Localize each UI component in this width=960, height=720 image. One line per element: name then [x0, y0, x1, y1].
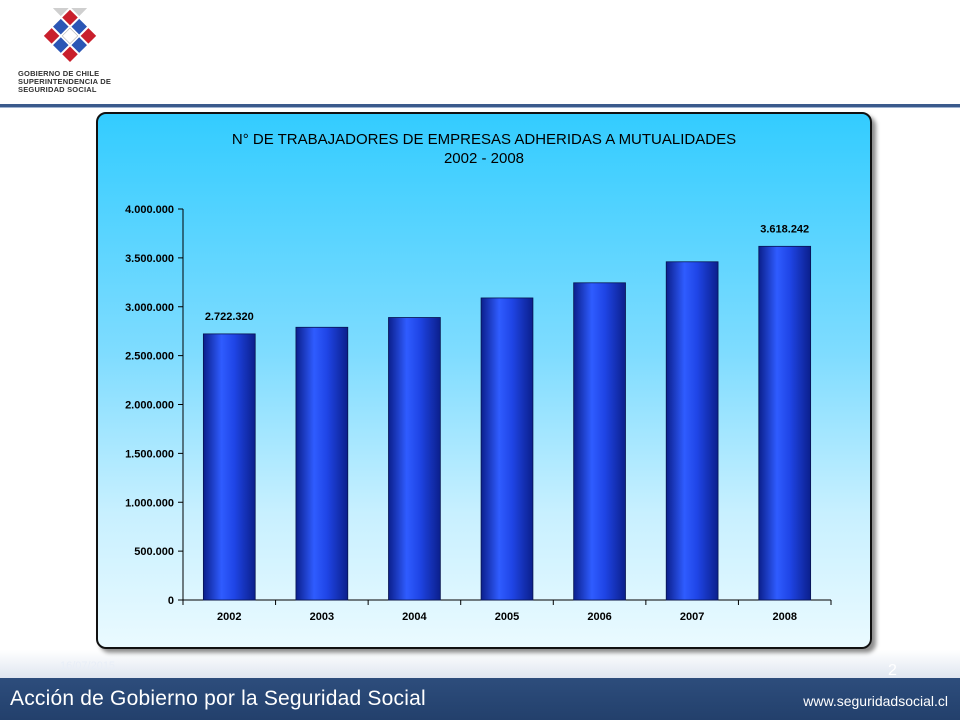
bar-2007	[665, 261, 719, 601]
bar-2005	[480, 297, 534, 601]
y-tick-label: 1.500.000	[125, 448, 174, 460]
x-tick-label: 2007	[680, 611, 704, 623]
y-tick-label: 500.000	[134, 546, 174, 558]
bar-2006	[573, 282, 626, 601]
x-tick-label: 2005	[495, 611, 519, 623]
footer-website[interactable]: www.seguridadsocial.cl	[803, 693, 948, 709]
y-tick-label: 3.500.000	[125, 253, 174, 265]
chart-panel: N° DE TRABAJADORES DE EMPRESAS ADHERIDAS…	[96, 112, 872, 649]
footer-slogan: Acción de Gobierno por la Seguridad Soci…	[10, 687, 426, 710]
chile-government-logo-icon	[43, 0, 97, 63]
x-tick-label: 2004	[402, 611, 427, 623]
bar-2002	[202, 333, 256, 601]
footer-fade	[0, 650, 960, 678]
chart-subtitle: 2002 - 2008	[444, 150, 524, 167]
header-rule-light	[0, 107, 960, 108]
header-rule	[0, 104, 960, 107]
y-tick-label: 1.000.000	[125, 497, 174, 509]
y-tick-label: 4.000.000	[125, 204, 174, 216]
data-label: 3.618.242	[760, 223, 809, 235]
chart-axes: 0 500.000 1.000.000 1.500.000 2.000.000 2.500…	[125, 204, 832, 607]
logo-text: GOBIERNO DE CHILE SUPERINTENDENCIA DE SE…	[18, 70, 128, 94]
y-tick-label: 2.000.000	[125, 400, 174, 412]
x-tick-label: 2002	[217, 611, 241, 623]
data-label: 2.722.320	[205, 311, 254, 323]
x-tick-label: 2003	[310, 611, 334, 623]
y-tick-label: 3.000.000	[125, 302, 174, 314]
logo-line: SUPERINTENDENCIA DE	[18, 77, 112, 86]
bar-chart: N° DE TRABAJADORES DE EMPRESAS ADHERIDAS…	[125, 131, 832, 623]
page-number: 2	[888, 662, 897, 679]
footer-band	[0, 678, 960, 720]
logo-line: GOBIERNO DE CHILE	[18, 69, 100, 78]
x-tick-label: 2008	[772, 611, 796, 623]
chart-labels: 2002 2.722.320 2003 2004 2005 2006 2007 2008 3.6…	[205, 223, 809, 623]
bar-2004	[388, 317, 441, 601]
bar-2008	[758, 245, 812, 601]
bar-2003	[295, 326, 349, 601]
x-tick-label: 2006	[587, 611, 611, 623]
y-tick-label: 0	[168, 595, 174, 607]
date-label: 16/07/2015	[60, 660, 116, 672]
chart-bars	[202, 245, 812, 601]
logo: GOBIERNO DE CHILE SUPERINTENDENCIA DE SE…	[18, 0, 128, 103]
logo-line: SEGURIDAD SOCIAL	[18, 85, 97, 94]
chart-title: N° DE TRABAJADORES DE EMPRESAS ADHERIDAS…	[232, 131, 736, 148]
y-tick-label: 2.500.000	[125, 351, 174, 363]
